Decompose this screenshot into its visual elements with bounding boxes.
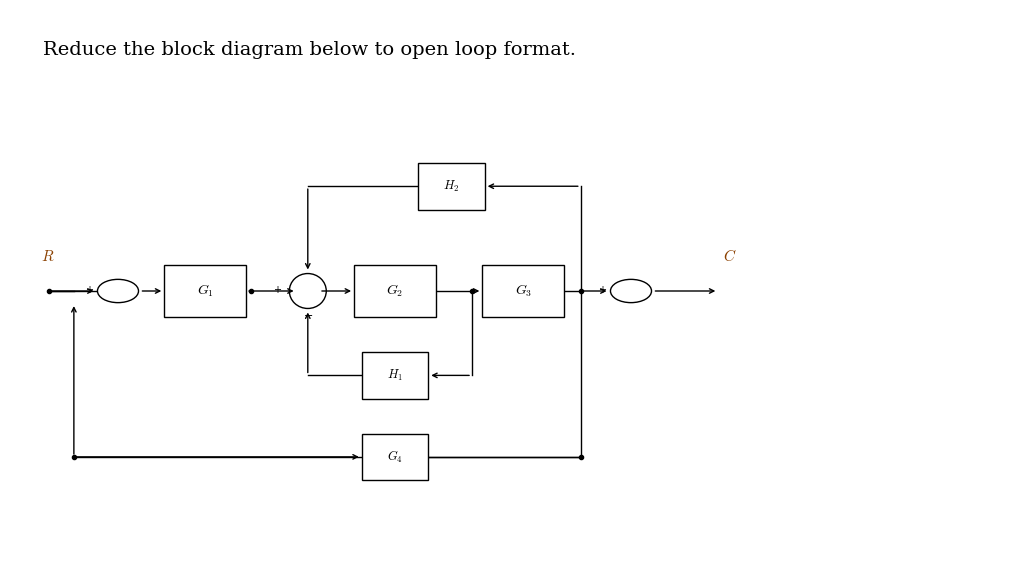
FancyBboxPatch shape [164,265,246,317]
Circle shape [610,279,652,303]
Text: Reduce the block diagram below to open loop format.: Reduce the block diagram below to open l… [43,41,576,59]
Text: $H_1$: $H_1$ [387,368,403,383]
Text: $G_3$: $G_3$ [515,283,531,299]
FancyBboxPatch shape [419,163,484,210]
Text: $H_2$: $H_2$ [443,179,460,194]
Text: $+$: $+$ [85,285,93,295]
Circle shape [97,279,139,303]
FancyBboxPatch shape [361,352,429,399]
Text: $G_2$: $G_2$ [387,283,403,299]
Ellipse shape [289,274,326,308]
Text: $-$: $-$ [303,309,313,320]
FancyBboxPatch shape [482,265,564,317]
Text: $G_4$: $G_4$ [387,449,403,465]
FancyBboxPatch shape [354,265,436,317]
Text: $+$: $+$ [598,285,606,295]
Text: $C$: $C$ [723,248,737,264]
Text: $+$: $+$ [273,285,281,295]
Text: $R$: $R$ [41,249,54,264]
FancyBboxPatch shape [361,434,429,480]
Text: $G_1$: $G_1$ [197,283,213,299]
